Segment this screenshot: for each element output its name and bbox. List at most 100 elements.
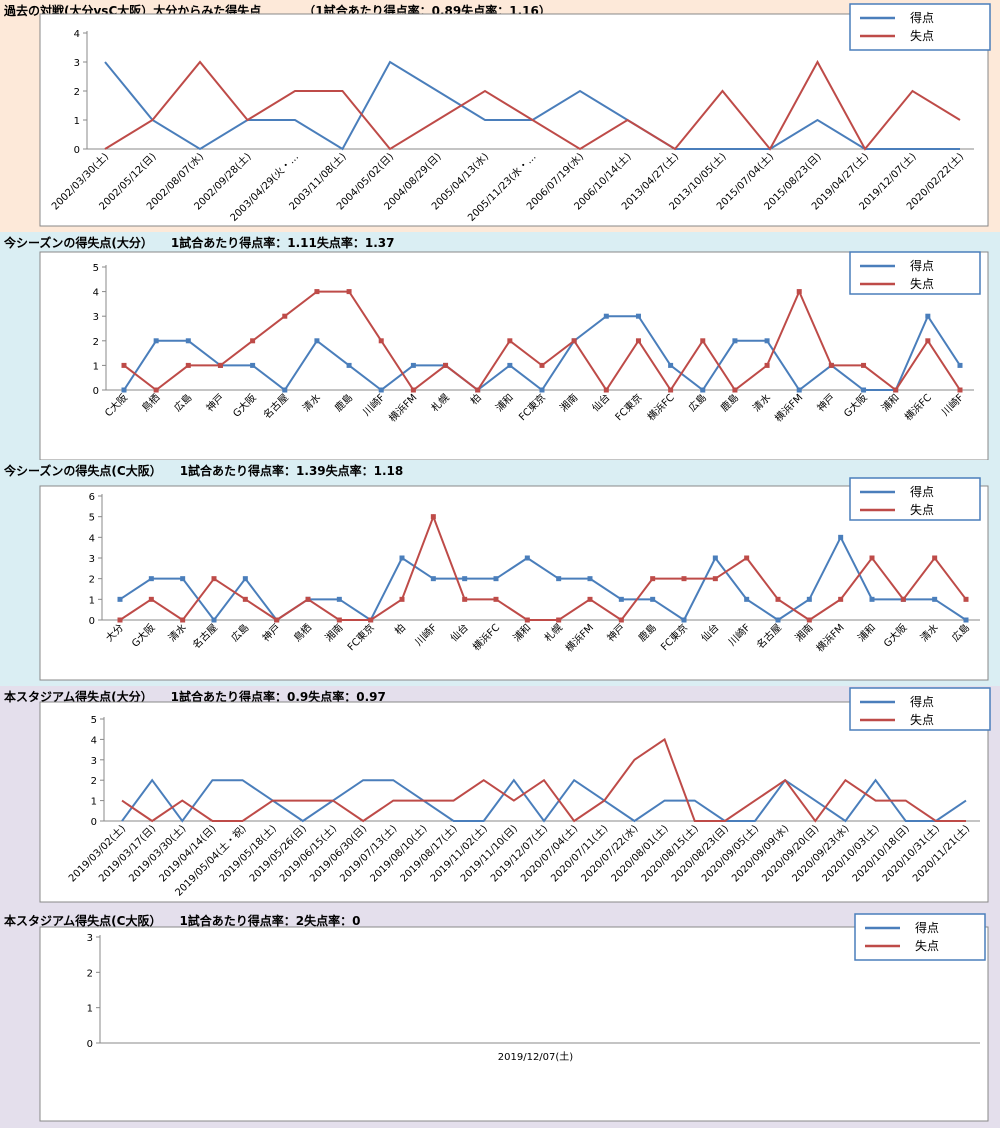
legend-box xyxy=(849,477,981,521)
chart-oita-season: 012345C大阪 鳥栖 広島 神戸 G大阪 名古屋 清水 鹿島 川崎F 横浜FM 札幌柏浦和 FC東… xyxy=(39,251,989,460)
data-point xyxy=(180,576,186,582)
data-point xyxy=(117,596,123,602)
data-point xyxy=(635,313,641,319)
data-point xyxy=(861,387,867,393)
x-tick-label: 2019/12/07(土) xyxy=(498,1050,574,1063)
data-point xyxy=(650,596,656,602)
data-point xyxy=(932,596,938,602)
data-point xyxy=(274,617,280,623)
data-point xyxy=(399,555,405,561)
data-point xyxy=(806,617,812,623)
data-point xyxy=(462,596,468,602)
section-cosaka-season: 今シーズンの得失点(C大阪） 1試合あたり得点率：1.39失点率：1.18 0 1… xyxy=(0,460,1000,686)
legend-label: 失点 xyxy=(910,276,934,291)
legend-label: 失点 xyxy=(915,938,939,953)
data-point xyxy=(668,362,674,368)
data-point xyxy=(556,617,562,623)
y-tick-label: 1 xyxy=(93,361,99,372)
y-tick-label: 4 xyxy=(91,735,97,746)
data-point xyxy=(603,387,609,393)
data-point xyxy=(410,362,416,368)
data-point xyxy=(861,362,867,368)
data-point xyxy=(932,555,938,561)
y-tick-label: 4 xyxy=(74,29,80,40)
y-tick-label: 3 xyxy=(93,312,99,323)
data-point xyxy=(732,387,738,393)
chart-title: 今シーズンの得失点(C大阪） 1試合あたり得点率：1.39失点率：1.18 xyxy=(4,464,404,478)
data-point xyxy=(242,576,248,582)
series-line-concede xyxy=(104,59,961,151)
data-point xyxy=(346,362,352,368)
data-point xyxy=(744,555,750,561)
legend-box xyxy=(849,687,991,731)
data-point xyxy=(806,596,812,602)
legend-label: 得点 xyxy=(910,484,934,499)
data-point xyxy=(571,338,577,344)
data-point xyxy=(764,338,770,344)
data-point xyxy=(925,338,931,344)
y-tick-label: 1 xyxy=(89,595,95,606)
data-point xyxy=(828,362,834,368)
data-point xyxy=(539,387,545,393)
data-point xyxy=(507,362,513,368)
data-point xyxy=(148,596,154,602)
data-point xyxy=(121,362,127,368)
data-point xyxy=(242,596,248,602)
series-line-concede xyxy=(119,513,967,622)
data-point xyxy=(493,596,499,602)
data-point xyxy=(957,387,963,393)
data-point xyxy=(764,362,770,368)
data-point xyxy=(314,289,320,295)
data-point xyxy=(121,387,127,393)
y-tick-label: 0 xyxy=(91,817,97,828)
data-point xyxy=(462,576,468,582)
data-point xyxy=(443,362,449,368)
data-point xyxy=(775,617,781,623)
y-tick-label: 5 xyxy=(93,263,99,274)
data-point xyxy=(587,576,593,582)
legend-label: 得点 xyxy=(910,10,934,25)
data-point xyxy=(618,617,624,623)
data-point xyxy=(524,555,530,561)
data-point xyxy=(117,617,123,623)
data-point xyxy=(211,617,217,623)
chart-title: 本スタジアム得失点(C大阪） 1試合あたり得点率：2失点率：0 xyxy=(4,914,361,928)
data-point xyxy=(650,576,656,582)
y-tick-label: 2 xyxy=(87,968,93,979)
data-point xyxy=(399,596,405,602)
y-tick-label: 5 xyxy=(89,513,95,524)
y-tick-label: 3 xyxy=(91,756,97,767)
data-point xyxy=(681,576,687,582)
chart-history: 012342002/03/30(土)2002/05/12(日)2002/08/0… xyxy=(39,3,991,227)
legend-label: 失点 xyxy=(910,712,934,727)
data-point xyxy=(796,289,802,295)
y-tick-label: 3 xyxy=(74,58,80,69)
data-point xyxy=(336,617,342,623)
chart-title: 本スタジアム得失点(大分） 1試合あたり得点率：0.9失点率：0.97 xyxy=(4,690,386,704)
y-tick-label: 1 xyxy=(91,797,97,808)
section-cosaka-stadium: 本スタジアム得失点(C大阪） 1試合あたり得点率：2失点率：0 0 1 2 3 2019… xyxy=(0,910,1000,1128)
data-point xyxy=(869,555,875,561)
legend-label: 失点 xyxy=(910,28,934,43)
data-point xyxy=(336,596,342,602)
data-point xyxy=(250,362,256,368)
y-tick-label: 0 xyxy=(89,616,95,627)
chart-frame xyxy=(39,485,989,681)
data-point xyxy=(587,596,593,602)
data-point xyxy=(475,387,481,393)
data-point xyxy=(346,289,352,295)
legend-box xyxy=(849,3,991,51)
legend-box xyxy=(854,913,986,961)
data-point xyxy=(282,387,288,393)
data-point xyxy=(539,362,545,368)
legend-label: 得点 xyxy=(910,258,934,273)
y-tick-label: 0 xyxy=(87,1039,93,1050)
data-point xyxy=(963,596,969,602)
data-point xyxy=(148,576,154,582)
data-point xyxy=(700,338,706,344)
data-point xyxy=(744,596,750,602)
data-point xyxy=(282,313,288,319)
data-point xyxy=(869,596,875,602)
y-tick-label: 5 xyxy=(91,715,97,726)
